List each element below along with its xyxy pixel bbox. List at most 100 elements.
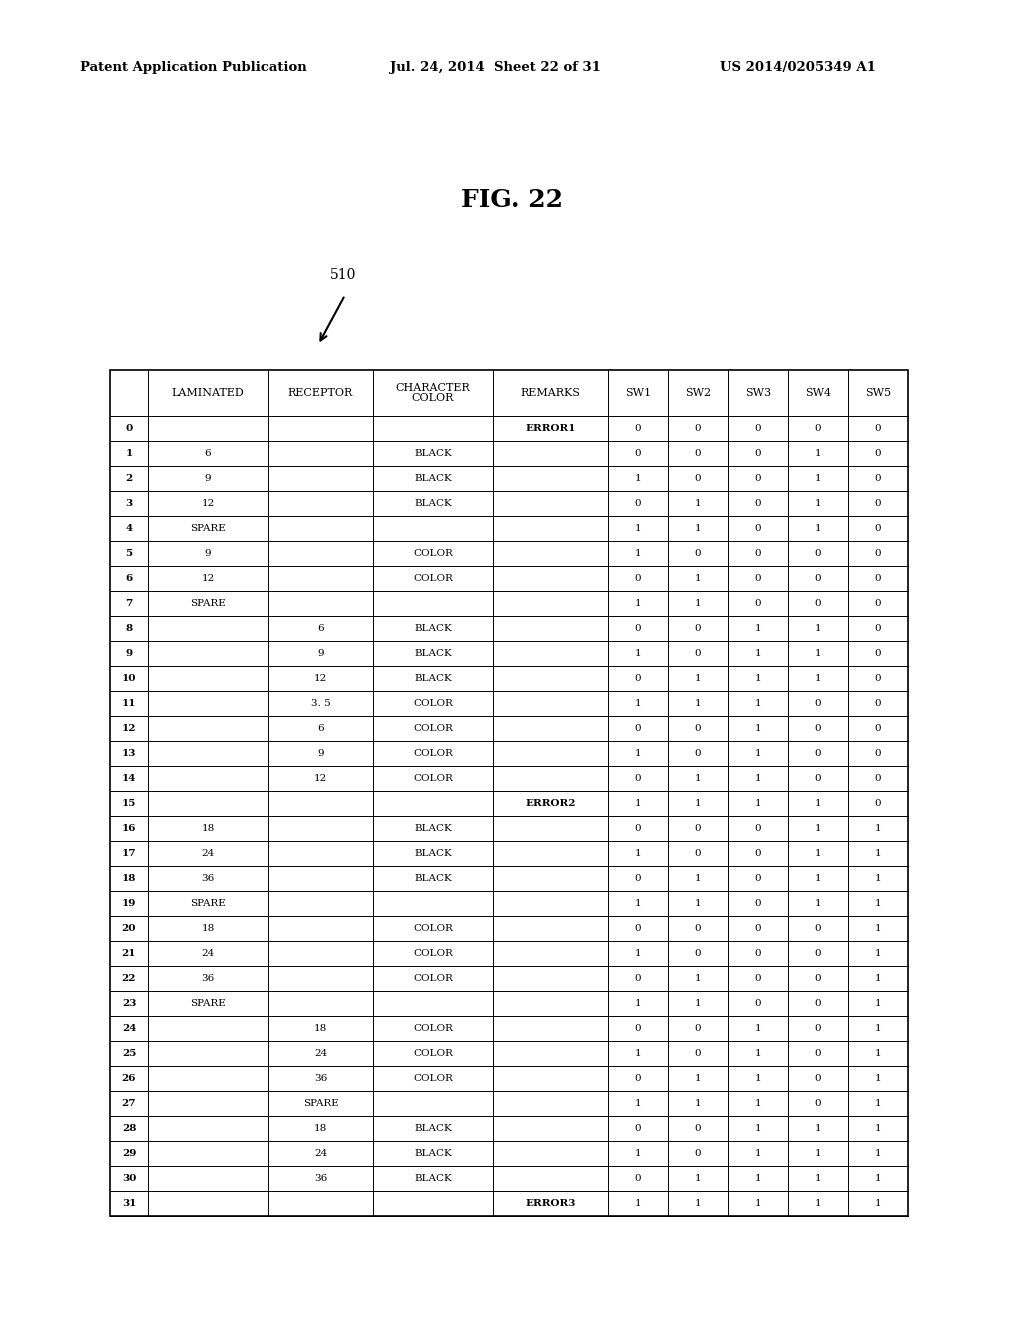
Text: 1: 1 (755, 1074, 761, 1082)
Text: 0: 0 (694, 1125, 701, 1133)
Text: 1: 1 (815, 1125, 821, 1133)
Text: 0: 0 (694, 824, 701, 833)
Text: 9: 9 (317, 748, 324, 758)
Text: 36: 36 (314, 1074, 327, 1082)
Text: 0: 0 (635, 624, 641, 634)
Text: 0: 0 (635, 499, 641, 508)
Text: 30: 30 (122, 1173, 136, 1183)
Text: 0: 0 (755, 524, 761, 533)
Text: 0: 0 (635, 1173, 641, 1183)
Text: SPARE: SPARE (190, 999, 226, 1008)
Text: 18: 18 (122, 874, 136, 883)
Text: 0: 0 (635, 824, 641, 833)
Text: 36: 36 (202, 974, 215, 983)
Text: 31: 31 (122, 1199, 136, 1208)
Text: 1: 1 (874, 1199, 882, 1208)
Text: 0: 0 (874, 799, 882, 808)
Text: 3. 5: 3. 5 (310, 700, 331, 708)
Text: 0: 0 (874, 599, 882, 609)
Text: 1: 1 (755, 748, 761, 758)
Text: 0: 0 (635, 675, 641, 682)
Text: 1: 1 (694, 524, 701, 533)
Text: 0: 0 (694, 424, 701, 433)
Text: 0: 0 (815, 549, 821, 558)
Text: 1: 1 (755, 649, 761, 657)
Text: 0: 0 (635, 874, 641, 883)
Text: 0: 0 (874, 424, 882, 433)
Text: 29: 29 (122, 1148, 136, 1158)
Text: 14: 14 (122, 774, 136, 783)
Text: 1: 1 (755, 624, 761, 634)
Text: 1: 1 (815, 1199, 821, 1208)
Text: 0: 0 (694, 924, 701, 933)
Text: 0: 0 (755, 874, 761, 883)
Text: 1: 1 (694, 1173, 701, 1183)
Text: 1: 1 (755, 1049, 761, 1059)
Text: 0: 0 (635, 1125, 641, 1133)
Text: 0: 0 (635, 723, 641, 733)
Text: 0: 0 (874, 675, 882, 682)
Text: 0: 0 (874, 474, 882, 483)
Text: 1: 1 (755, 1148, 761, 1158)
Text: 0: 0 (874, 524, 882, 533)
Text: 1: 1 (635, 549, 641, 558)
Text: COLOR: COLOR (413, 700, 453, 708)
Text: LAMINATED: LAMINATED (172, 388, 245, 399)
Text: ERROR1: ERROR1 (525, 424, 575, 433)
Text: COLOR: COLOR (413, 574, 453, 583)
Text: 1: 1 (755, 1173, 761, 1183)
Text: 12: 12 (202, 574, 215, 583)
Text: 1: 1 (694, 1074, 701, 1082)
Text: 0: 0 (694, 449, 701, 458)
Text: 1: 1 (635, 748, 641, 758)
Text: 1: 1 (815, 675, 821, 682)
Text: 1: 1 (874, 1148, 882, 1158)
Text: COLOR: COLOR (413, 1024, 453, 1034)
Text: BLACK: BLACK (414, 624, 452, 634)
Text: RECEPTOR: RECEPTOR (288, 388, 353, 399)
Text: ERROR3: ERROR3 (525, 1199, 575, 1208)
Text: SW4: SW4 (805, 388, 831, 399)
Text: 0: 0 (874, 649, 882, 657)
Text: SPARE: SPARE (190, 524, 226, 533)
Text: 0: 0 (635, 1074, 641, 1082)
Text: 1: 1 (635, 849, 641, 858)
Text: 1: 1 (694, 974, 701, 983)
Text: 1: 1 (635, 649, 641, 657)
Text: 0: 0 (874, 449, 882, 458)
Text: 36: 36 (202, 874, 215, 883)
Text: 18: 18 (314, 1024, 327, 1034)
Text: 9: 9 (205, 549, 211, 558)
Text: COLOR: COLOR (413, 1049, 453, 1059)
Text: 1: 1 (874, 1100, 882, 1107)
Text: 1: 1 (694, 499, 701, 508)
Text: 16: 16 (122, 824, 136, 833)
Text: 0: 0 (815, 1100, 821, 1107)
Text: 0: 0 (815, 1074, 821, 1082)
Text: REMARKS: REMARKS (520, 388, 581, 399)
Text: 0: 0 (694, 624, 701, 634)
Text: 0: 0 (635, 424, 641, 433)
Text: 1: 1 (815, 474, 821, 483)
Text: 1: 1 (635, 1148, 641, 1158)
Text: ERROR2: ERROR2 (525, 799, 575, 808)
Text: 1: 1 (755, 1100, 761, 1107)
Text: 0: 0 (635, 924, 641, 933)
Text: 1: 1 (694, 999, 701, 1008)
Text: 1: 1 (755, 675, 761, 682)
Text: 11: 11 (122, 700, 136, 708)
Text: 0: 0 (874, 574, 882, 583)
Text: 4: 4 (125, 524, 132, 533)
Text: 0: 0 (815, 424, 821, 433)
Text: 0: 0 (815, 1049, 821, 1059)
Text: 1: 1 (755, 774, 761, 783)
Text: 18: 18 (314, 1125, 327, 1133)
Text: 18: 18 (202, 824, 215, 833)
Text: 0: 0 (755, 949, 761, 958)
Bar (110, 370, 908, 1216)
Text: BLACK: BLACK (414, 1125, 452, 1133)
Text: 21: 21 (122, 949, 136, 958)
Text: 22: 22 (122, 974, 136, 983)
Text: 0: 0 (815, 1024, 821, 1034)
Text: COLOR: COLOR (413, 748, 453, 758)
